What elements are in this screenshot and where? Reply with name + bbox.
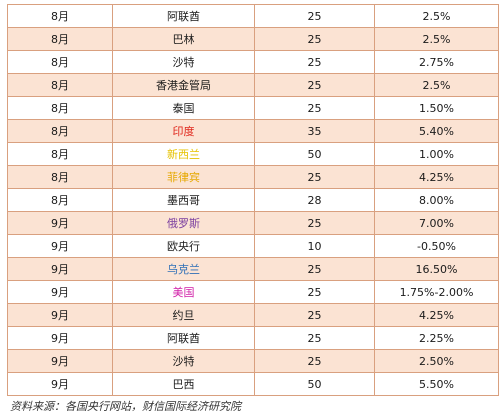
- table-row: 8月 阿联酋 25 2.5%: [7, 4, 499, 28]
- days-cell: 25: [254, 27, 375, 51]
- month-cell: 9月: [7, 372, 113, 396]
- rate-change-table: 8月 阿联酋 25 2.5% 8月 巴林 25 2.5% 8月 沙特 25 2.75% 8月 香港金管局 2…: [7, 4, 499, 396]
- month-cell: 9月: [7, 211, 113, 235]
- table-row: 9月 乌克兰 25 16.50%: [7, 257, 499, 281]
- rate-cell: 2.75%: [374, 50, 499, 74]
- table-row: 9月 巴西 50 5.50%: [7, 372, 499, 396]
- month-cell: 8月: [7, 96, 113, 120]
- rate-cell: 2.5%: [374, 4, 499, 28]
- month-cell: 8月: [7, 188, 113, 212]
- table-row: 8月 新西兰 50 1.00%: [7, 142, 499, 166]
- month-cell: 8月: [7, 142, 113, 166]
- country-cell: 阿联酋: [112, 326, 255, 350]
- table-row: 8月 墨西哥 28 8.00%: [7, 188, 499, 212]
- table-row: 8月 菲律宾 25 4.25%: [7, 165, 499, 189]
- month-cell: 8月: [7, 119, 113, 143]
- rate-cell: 16.50%: [374, 257, 499, 281]
- month-cell: 9月: [7, 234, 113, 258]
- rate-cell: 2.5%: [374, 73, 499, 97]
- month-cell: 8月: [7, 27, 113, 51]
- country-cell: 香港金管局: [112, 73, 255, 97]
- month-cell: 9月: [7, 326, 113, 350]
- rate-cell: 4.25%: [374, 165, 499, 189]
- rate-cell: 1.75%-2.00%: [374, 280, 499, 304]
- table-row: 9月 美国 25 1.75%-2.00%: [7, 280, 499, 304]
- days-cell: 25: [254, 303, 375, 327]
- country-cell: 墨西哥: [112, 188, 255, 212]
- days-cell: 50: [254, 142, 375, 166]
- country-cell: 俄罗斯: [112, 211, 255, 235]
- days-cell: 25: [254, 326, 375, 350]
- month-cell: 9月: [7, 349, 113, 373]
- country-cell: 泰国: [112, 96, 255, 120]
- days-cell: 10: [254, 234, 375, 258]
- table-row: 8月 巴林 25 2.5%: [7, 27, 499, 51]
- days-cell: 35: [254, 119, 375, 143]
- country-cell: 欧央行: [112, 234, 255, 258]
- days-cell: 25: [254, 50, 375, 74]
- month-cell: 8月: [7, 73, 113, 97]
- rate-cell: 2.25%: [374, 326, 499, 350]
- source-note: 资料来源：各国央行网站，财信国际经济研究院: [10, 400, 241, 413]
- days-cell: 50: [254, 372, 375, 396]
- days-cell: 28: [254, 188, 375, 212]
- country-cell: 乌克兰: [112, 257, 255, 281]
- days-cell: 25: [254, 349, 375, 373]
- month-cell: 8月: [7, 4, 113, 28]
- country-cell: 菲律宾: [112, 165, 255, 189]
- country-cell: 约旦: [112, 303, 255, 327]
- table-row: 9月 阿联酋 25 2.25%: [7, 326, 499, 350]
- month-cell: 9月: [7, 257, 113, 281]
- days-cell: 25: [254, 211, 375, 235]
- table-row: 9月 约旦 25 4.25%: [7, 303, 499, 327]
- table-row: 9月 俄罗斯 25 7.00%: [7, 211, 499, 235]
- rate-cell: 1.00%: [374, 142, 499, 166]
- days-cell: 25: [254, 96, 375, 120]
- days-cell: 25: [254, 257, 375, 281]
- rate-cell: 5.40%: [374, 119, 499, 143]
- rate-cell: 8.00%: [374, 188, 499, 212]
- rate-cell: 1.50%: [374, 96, 499, 120]
- table-row: 8月 泰国 25 1.50%: [7, 96, 499, 120]
- rate-cell: 7.00%: [374, 211, 499, 235]
- table-row: 9月 欧央行 10 -0.50%: [7, 234, 499, 258]
- days-cell: 25: [254, 280, 375, 304]
- rate-cell: 4.25%: [374, 303, 499, 327]
- days-cell: 25: [254, 165, 375, 189]
- days-cell: 25: [254, 4, 375, 28]
- country-cell: 巴西: [112, 372, 255, 396]
- days-cell: 25: [254, 73, 375, 97]
- country-cell: 阿联酋: [112, 4, 255, 28]
- rate-cell: 2.5%: [374, 27, 499, 51]
- rate-cell: 2.50%: [374, 349, 499, 373]
- table-row: 9月 沙特 25 2.50%: [7, 349, 499, 373]
- month-cell: 9月: [7, 303, 113, 327]
- table-row: 8月 香港金管局 25 2.5%: [7, 73, 499, 97]
- country-cell: 印度: [112, 119, 255, 143]
- month-cell: 8月: [7, 50, 113, 74]
- country-cell: 沙特: [112, 349, 255, 373]
- rate-cell: -0.50%: [374, 234, 499, 258]
- month-cell: 9月: [7, 280, 113, 304]
- country-cell: 沙特: [112, 50, 255, 74]
- country-cell: 美国: [112, 280, 255, 304]
- month-cell: 8月: [7, 165, 113, 189]
- country-cell: 新西兰: [112, 142, 255, 166]
- table-row: 8月 印度 35 5.40%: [7, 119, 499, 143]
- rate-cell: 5.50%: [374, 372, 499, 396]
- country-cell: 巴林: [112, 27, 255, 51]
- table-row: 8月 沙特 25 2.75%: [7, 50, 499, 74]
- table-body: 8月 阿联酋 25 2.5% 8月 巴林 25 2.5% 8月 沙特 25 2.75% 8月 香港金管局 2…: [7, 4, 499, 396]
